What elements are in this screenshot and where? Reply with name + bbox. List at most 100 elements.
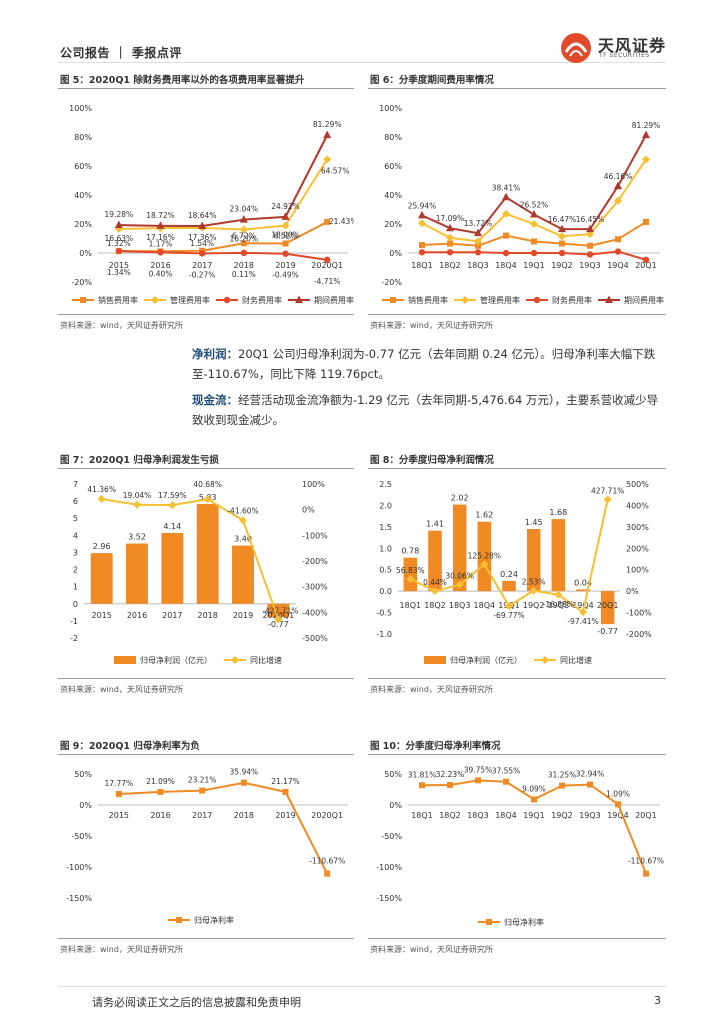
y-tick-label: -1.0 [376, 630, 392, 639]
data-label: 21.09% [146, 777, 175, 786]
legend-marker-1 [231, 656, 239, 664]
report-header: 公司报告 ｜ 季报点评 [60, 46, 182, 60]
data-point [446, 233, 454, 242]
legend-label-1: 管理费用率 [170, 295, 210, 305]
bar-value-label: 1.68 [549, 508, 567, 517]
y2-tick-label: -400% [302, 608, 328, 617]
data-point [503, 778, 509, 785]
data-label: 35.94% [230, 768, 259, 777]
fig7-source-rule [58, 678, 354, 679]
legend-marker-1 [461, 296, 469, 304]
x-tick-label: 19Q4 [607, 261, 629, 270]
x-tick-label: 2016 [150, 261, 170, 270]
data-label: 64.57% [321, 166, 350, 175]
data-label: 18.72% [146, 211, 175, 220]
data-point [614, 181, 622, 190]
growth-label: 125.28% [468, 551, 501, 560]
logo-text-en: TF SECURITIES [599, 52, 650, 59]
data-label: 16.47% [548, 215, 577, 224]
fig10-chart: 50% 0% -50% -100% -150% 18Q1 18Q2 18Q3 18Q4 19Q1 1… [376, 765, 664, 927]
y2-tick-label: -500% [302, 634, 328, 643]
bar-value-label: 1.62 [475, 511, 493, 520]
y-tick-label: -150% [376, 894, 402, 903]
y-tick-label: 2.0 [379, 501, 392, 510]
data-label: 21.17% [271, 777, 300, 786]
y-tick-label: 50% [74, 770, 92, 779]
growth-label: 0.44% [423, 578, 447, 587]
data-point [114, 224, 123, 233]
growth-label: -427.71% [262, 606, 298, 615]
y2-tick-label: -100% [302, 531, 328, 540]
y-tick-label: -20% [381, 278, 402, 287]
x-tick-label: 19Q1 [523, 811, 545, 820]
data-point [240, 779, 247, 786]
bar-value-label: 4.14 [163, 522, 181, 531]
data-point [240, 240, 247, 247]
y-tick-label: 7 [73, 480, 78, 489]
y-tick-label: 50% [384, 770, 402, 779]
bar [600, 591, 615, 625]
bar-value-label: 0.04 [574, 578, 592, 587]
bar [477, 521, 492, 592]
data-point [474, 249, 482, 256]
bar-value-label: 2.02 [451, 494, 469, 503]
data-point [475, 777, 481, 784]
fig8-chart: 2.5 2.0 1.5 1.0 0.5 0.0 -0.5 -1.0 500% 400% 300% 20… [376, 480, 652, 665]
data-point [418, 249, 426, 256]
data-point [502, 192, 510, 201]
data-point [199, 787, 206, 794]
fig9-chart: 50% 0% -50% -100% -150% 2015 2016 2017 2018 2019 2… [66, 768, 348, 925]
data-point [475, 242, 481, 249]
series-line-0 [118, 781, 329, 875]
fig5-title-rule [58, 88, 354, 89]
legend-marker-2 [223, 296, 231, 304]
data-point [282, 250, 289, 257]
x-tick-label: 19Q3 [548, 601, 570, 610]
data-point [614, 196, 622, 205]
data-label: 19.28% [105, 210, 134, 219]
x-tick-label: 2019 [233, 611, 253, 620]
fig6-source-rule [368, 314, 666, 315]
data-label: 23.04% [230, 205, 259, 214]
data-label: 25.94% [408, 201, 437, 210]
data-point [239, 215, 248, 223]
data-label: 81.29% [632, 121, 661, 130]
x-tick-label: 18Q3 [467, 811, 489, 820]
bar [90, 553, 113, 604]
y-tick-label: -50% [71, 832, 92, 841]
y2-tick-label: 200% [626, 544, 649, 553]
y-tick-label: 0 [73, 600, 78, 609]
y-tick-label: 1 [73, 583, 78, 592]
legend-label-0: 销售费用率 [98, 295, 138, 305]
y-tick-label: 2 [73, 566, 78, 575]
x-tick-label: 18Q2 [424, 601, 446, 610]
growth-label: 40.68% [193, 480, 222, 489]
x-tick-label: 20Q1 [635, 811, 657, 820]
data-point [587, 242, 593, 249]
series-line-1 [118, 158, 329, 231]
data-point [502, 209, 510, 218]
fig6-title-rule [368, 88, 666, 89]
growth-label: 56.83% [396, 566, 425, 575]
x-tick-label: 20Q1 [597, 601, 619, 610]
data-point [323, 130, 332, 139]
legend-marker-0 [80, 297, 86, 303]
x-tick-label: 18Q3 [449, 601, 471, 610]
data-point [642, 256, 650, 264]
legend-marker-0 [176, 917, 182, 923]
y2-tick-label: 0% [302, 506, 315, 515]
legend-marker-1 [541, 656, 549, 664]
growth-label: -41.60% [227, 506, 258, 515]
x-tick-label: 2015 [109, 811, 129, 820]
y-tick-label: 60% [74, 162, 92, 171]
y2-tick-label: 300% [626, 523, 649, 532]
growth-point [133, 500, 141, 509]
y-tick-label: 2.5 [379, 480, 392, 489]
x-tick-label: 18Q2 [439, 261, 461, 270]
data-point [558, 224, 566, 233]
data-label: 9.09% [522, 784, 546, 793]
y2-tick-label: -300% [302, 583, 328, 592]
data-point [587, 781, 593, 788]
data-label: 17.77% [105, 779, 134, 788]
data-point [586, 251, 594, 258]
